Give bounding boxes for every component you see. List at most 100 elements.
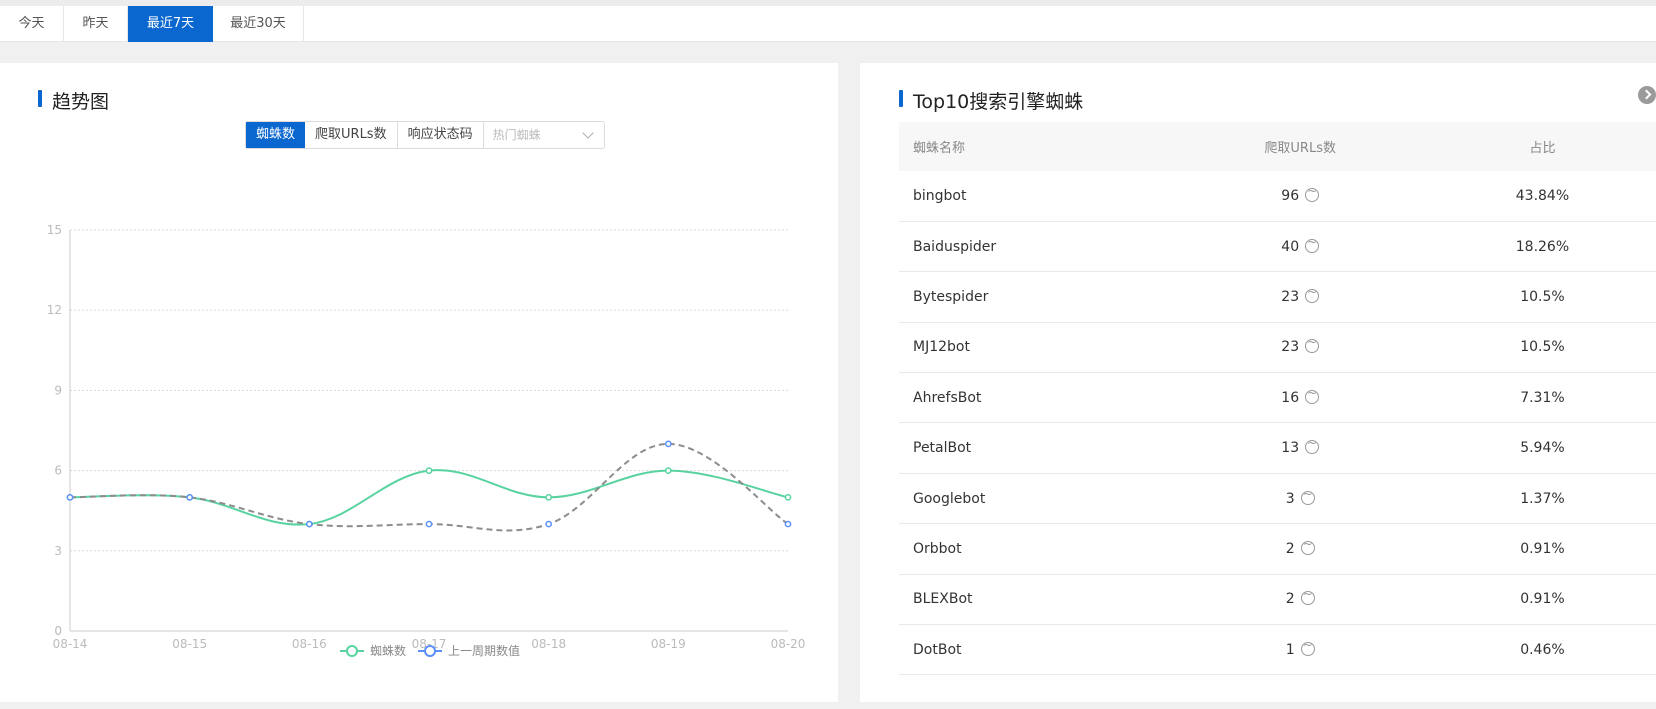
crawled-urls-value: 16	[1281, 389, 1300, 406]
trend-circle-icon[interactable]	[1300, 638, 1315, 656]
popular-spider-select[interactable]: 热门蜘蛛	[484, 122, 604, 148]
crawled-urls-value: 2	[1285, 540, 1295, 557]
share-value: 0.91%	[1520, 540, 1565, 557]
crawled-urls-value: 3	[1285, 490, 1295, 507]
crawled-urls-cell: 2	[1172, 574, 1429, 624]
popular-spider-placeholder: 热门蜘蛛	[492, 128, 541, 142]
crawled-urls-cell: 40	[1172, 221, 1429, 271]
tab-yesterday[interactable]: 昨天	[64, 6, 128, 42]
spider-name: BLEXBot	[913, 591, 973, 608]
spider-name: AhrefsBot	[913, 389, 982, 406]
data-point-previous-period	[186, 493, 194, 501]
x-tick-label: 08-14	[53, 637, 88, 651]
date-range-tabs: 今天 昨天 最近7天 最近30天	[0, 6, 1656, 42]
trend-circle-icon[interactable]	[1305, 436, 1320, 455]
trend-circle-icon[interactable]	[1300, 487, 1315, 505]
tab-last-7-days[interactable]: 最近7天	[128, 6, 213, 42]
x-tick-label: 08-17	[412, 637, 447, 651]
header-share[interactable]: 占比	[1529, 141, 1556, 156]
table-row: PetalBot 13 5.94%	[899, 423, 1656, 474]
chevron-right-icon[interactable]	[1638, 86, 1656, 104]
y-tick-label: 6	[54, 464, 62, 478]
share-value: 7.31%	[1520, 389, 1565, 406]
data-point-previous-period	[66, 493, 74, 501]
x-tick-label: 08-15	[172, 637, 207, 651]
trend-circle-icon[interactable]	[1300, 587, 1315, 606]
crawled-urls-cell: 1	[1172, 625, 1429, 675]
header-crawled-urls[interactable]: 爬取URLs数	[1264, 141, 1336, 156]
x-tick-label: 08-18	[531, 637, 566, 651]
crawled-urls-value: 23	[1281, 339, 1300, 356]
table-row: AhrefsBot 16 7.31%	[899, 373, 1656, 423]
trend-title-text: 趋势图	[52, 91, 110, 113]
crawled-urls-value: 23	[1281, 288, 1300, 305]
data-point-spider-count	[545, 493, 553, 501]
crawled-urls-value: 1	[1285, 641, 1295, 658]
trend-circle-icon[interactable]	[1305, 335, 1320, 354]
x-tick-label: 08-19	[651, 637, 686, 651]
trend-circle-icon[interactable]	[1305, 184, 1320, 202]
spider-name: MJ12bot	[913, 339, 970, 356]
crawled-urls-value: 96	[1281, 187, 1300, 204]
table-row: Orbbot 2 0.91%	[899, 524, 1656, 575]
top-spiders-title: Top10搜索引擎蜘蛛	[899, 87, 1084, 114]
spider-name: Bytespider	[913, 288, 989, 305]
crawled-urls-cell: 23	[1172, 322, 1429, 372]
title-accent-bar	[899, 90, 903, 107]
y-tick-label: 3	[54, 544, 62, 558]
crawled-urls-cell: 23	[1172, 272, 1429, 322]
share-value: 18.26%	[1515, 238, 1570, 255]
share-value: 0.91%	[1520, 591, 1565, 608]
table-row: Bytespider 23 10.5%	[899, 272, 1656, 323]
top-spiders-title-text: Top10搜索引擎蜘蛛	[913, 91, 1084, 113]
share-value: 0.46%	[1520, 641, 1565, 658]
chevron-down-icon	[581, 127, 594, 139]
crawled-urls-cell: 2	[1172, 524, 1429, 574]
metric-status-code-button[interactable]: 响应状态码	[398, 122, 484, 148]
metric-spider-count-button[interactable]: 蜘蛛数	[246, 122, 306, 148]
y-tick-label: 9	[54, 383, 62, 397]
crawled-urls-value: 13	[1281, 440, 1300, 457]
table-row: MJ12bot 23 10.5%	[899, 322, 1656, 373]
table-row: Googlebot 3 1.37%	[899, 473, 1656, 524]
top-spiders-panel: Top10搜索引擎蜘蛛 蜘蛛名称 爬取URLs数 占比 bingbot 96 43.…	[860, 63, 1656, 702]
data-point-spider-count	[784, 493, 792, 501]
legend-marker	[424, 645, 436, 657]
share-value: 1.37%	[1520, 490, 1565, 507]
data-point-previous-period	[545, 520, 553, 528]
crawled-urls-value: 2	[1285, 591, 1295, 608]
header-spider-name[interactable]: 蜘蛛名称	[913, 141, 966, 156]
trend-circle-icon[interactable]	[1305, 386, 1320, 404]
data-point-spider-count	[664, 467, 672, 474]
table-row: DotBot 1 0.46%	[899, 625, 1656, 675]
x-tick-label: 08-20	[771, 637, 806, 651]
table-header-row: 蜘蛛名称 爬取URLs数 占比	[899, 122, 1656, 171]
data-point-spider-count	[425, 467, 433, 474]
tab-last-30-days[interactable]: 最近30天	[213, 6, 304, 42]
trend-circle-icon[interactable]	[1305, 285, 1320, 303]
data-point-previous-period	[784, 520, 792, 528]
top-spiders-table: 蜘蛛名称 爬取URLs数 占比 bingbot 96 43.84% Baiduspid…	[899, 122, 1656, 675]
metric-crawled-urls-button[interactable]: 爬取URLs数	[305, 122, 398, 148]
tab-today[interactable]: 今天	[0, 6, 64, 42]
x-tick-label: 08-16	[292, 637, 327, 651]
title-accent-bar	[38, 90, 42, 107]
trend-circle-icon[interactable]	[1305, 235, 1320, 253]
legend-label: 上一周期数值	[448, 643, 520, 658]
spider-name: PetalBot	[913, 440, 972, 457]
crawled-urls-cell: 3	[1172, 473, 1429, 523]
data-point-previous-period	[305, 520, 313, 528]
trend-circle-icon[interactable]	[1300, 537, 1315, 555]
trend-panel-title: 趋势图	[38, 87, 110, 114]
share-value: 5.94%	[1520, 440, 1565, 457]
trend-chart: 0 3 6 9 12 15 08-14 08-15 08-16 08-17 08-18 08-19 0…	[47, 223, 806, 658]
share-value: 10.5%	[1520, 339, 1565, 356]
table-row: Baiduspider 40 18.26%	[899, 221, 1656, 272]
crawled-urls-value: 40	[1281, 238, 1300, 255]
spider-name: bingbot	[913, 187, 967, 204]
crawled-urls-cell: 96	[1172, 171, 1429, 221]
y-tick-label: 15	[47, 223, 62, 237]
y-tick-label: 12	[47, 303, 62, 317]
top-strip	[0, 0, 1656, 6]
spider-name: Orbbot	[913, 540, 962, 557]
